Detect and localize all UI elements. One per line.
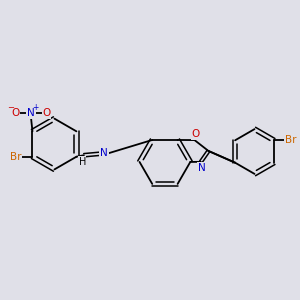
Text: O: O	[192, 129, 200, 139]
Text: O: O	[11, 108, 20, 118]
Text: N: N	[198, 163, 206, 173]
Text: Br: Br	[10, 152, 21, 162]
Text: −: −	[7, 103, 14, 112]
Text: Br: Br	[285, 135, 296, 145]
Text: O: O	[42, 108, 51, 118]
Text: N: N	[100, 148, 108, 158]
Text: H: H	[79, 157, 86, 167]
Text: +: +	[32, 103, 38, 112]
Text: N: N	[27, 108, 35, 118]
